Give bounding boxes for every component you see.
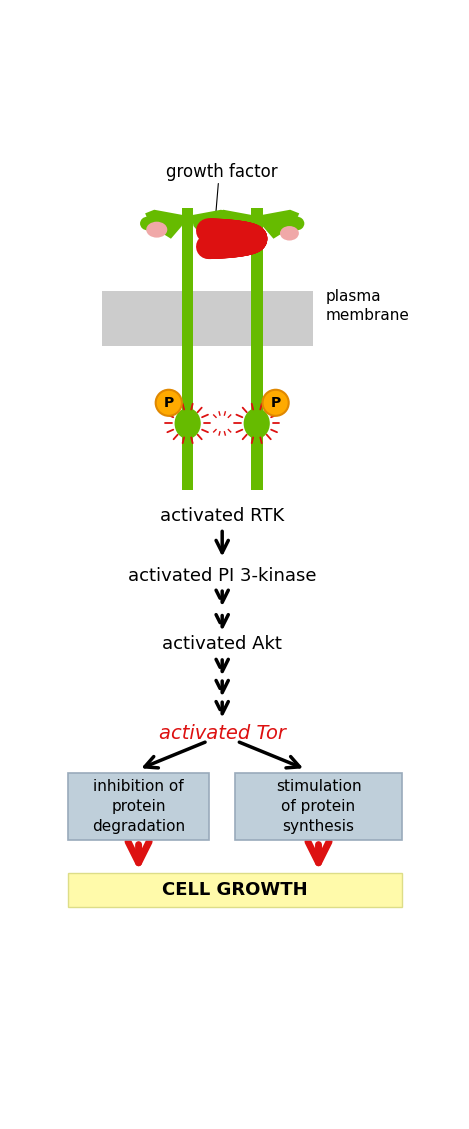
Ellipse shape — [174, 408, 201, 439]
FancyBboxPatch shape — [68, 873, 402, 907]
Text: plasma
membrane: plasma membrane — [326, 289, 409, 323]
FancyBboxPatch shape — [235, 773, 402, 840]
Polygon shape — [145, 210, 184, 238]
FancyBboxPatch shape — [68, 773, 210, 840]
Ellipse shape — [156, 390, 182, 415]
FancyBboxPatch shape — [182, 208, 194, 490]
Text: inhibition of
protein
degradation: inhibition of protein degradation — [92, 779, 185, 834]
Polygon shape — [261, 210, 299, 238]
Text: stimulation
of protein
synthesis: stimulation of protein synthesis — [276, 779, 361, 834]
FancyBboxPatch shape — [251, 208, 263, 490]
Text: P: P — [271, 396, 281, 410]
Text: CELL GROWTH: CELL GROWTH — [162, 881, 308, 899]
Polygon shape — [214, 210, 253, 238]
Text: growth factor: growth factor — [166, 163, 278, 181]
Text: activated RTK: activated RTK — [160, 507, 284, 525]
Ellipse shape — [146, 221, 167, 237]
Ellipse shape — [243, 408, 270, 439]
FancyBboxPatch shape — [102, 291, 313, 345]
Text: activated Tor: activated Tor — [159, 724, 286, 743]
Text: P: P — [164, 396, 174, 410]
Ellipse shape — [209, 217, 224, 230]
Text: activated PI 3-kinase: activated PI 3-kinase — [128, 567, 317, 585]
Ellipse shape — [220, 217, 235, 230]
Ellipse shape — [263, 390, 289, 415]
Ellipse shape — [140, 217, 155, 230]
Ellipse shape — [280, 226, 299, 240]
Text: activated Akt: activated Akt — [162, 636, 282, 654]
Polygon shape — [192, 210, 230, 238]
Ellipse shape — [289, 217, 304, 230]
